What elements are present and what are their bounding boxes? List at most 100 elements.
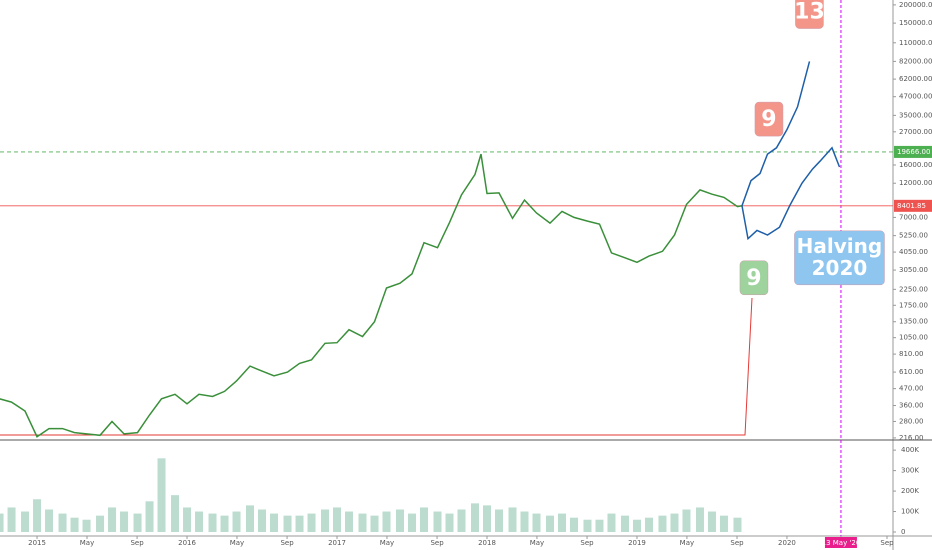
x-tick-label: Sep (130, 539, 144, 547)
annotation-text: Halving 2020 (797, 233, 883, 279)
date-badge (824, 537, 857, 548)
volume-bar (470, 503, 479, 532)
volume-bar (183, 507, 192, 532)
volume-bar (445, 513, 454, 532)
volume-bar (70, 517, 79, 532)
y-tick-label: 610.00 (899, 368, 924, 376)
y-tick-label: 110000.00 (899, 39, 932, 47)
annotation: 13 (794, 0, 825, 29)
y-tick-label: 300K (901, 467, 919, 475)
volume-bar (733, 517, 742, 532)
volume-bar (345, 511, 354, 532)
x-tick-label: 2020 (778, 539, 796, 547)
y-tick-label: 470.00 (899, 385, 924, 393)
x-tick-label: 2019 (628, 539, 646, 547)
y-tick-label: 400K (901, 446, 919, 454)
volume-bar (258, 509, 267, 532)
x-tick-label: May (380, 539, 394, 547)
volume-bar (658, 515, 667, 532)
price-label: 8401.85 (897, 202, 926, 210)
trend-line (0, 297, 753, 436)
volume-bar (719, 515, 728, 532)
volume-bar (545, 515, 554, 532)
y-tick-label: 7000.00 (899, 213, 928, 221)
y-tick-label: 0 (901, 528, 905, 536)
annotation-box (754, 101, 784, 137)
annotation-box (794, 230, 885, 286)
y-tick-label: 1750.00 (899, 301, 928, 309)
volume-bar (520, 511, 529, 532)
volume-bar (682, 509, 691, 532)
volume-bar (620, 515, 629, 532)
volume-bar (157, 458, 166, 532)
volume-bar (283, 515, 292, 532)
volume-bar (7, 507, 16, 532)
y-tick-label: 200000.00 (899, 1, 932, 9)
price-badge (894, 145, 932, 158)
volume-bar (508, 507, 517, 532)
y-tick-label: 360.00 (899, 402, 924, 410)
y-tick-label: 3050.00 (899, 266, 928, 274)
annotation-text: 9 (761, 107, 776, 132)
x-tick-label: May (530, 539, 544, 547)
volume-bar (270, 513, 279, 532)
y-tick-label: 16000.00 (899, 161, 932, 169)
x-tick-label: May (680, 539, 694, 547)
y-tick-label: 12000.00 (899, 179, 932, 187)
volume-bar (382, 511, 391, 532)
annotation-box (739, 260, 769, 296)
volume-bar (632, 519, 641, 532)
y-tick-label: 35000.00 (899, 111, 932, 119)
volume-bar (220, 515, 229, 532)
price-line-series (741, 61, 811, 207)
y-tick-label: 280.00 (899, 417, 924, 425)
volume-bar (433, 511, 442, 532)
volume-bar (595, 519, 604, 532)
volume-bar (358, 513, 367, 532)
volume-bar (133, 513, 142, 532)
volume-bar (707, 511, 716, 532)
volume-bar (295, 515, 304, 532)
volume-bar (246, 505, 255, 532)
y-tick-label: 47000.00 (899, 93, 932, 101)
volume-bar (45, 509, 54, 532)
volume-bar (108, 507, 117, 532)
volume-bar (0, 513, 4, 532)
volume-bar (644, 517, 653, 532)
y-tick-label: 27000.00 (899, 128, 932, 136)
volume-bar (232, 511, 241, 532)
volume-bar (370, 515, 379, 532)
y-tick-label: 200K (901, 487, 919, 495)
y-tick-label: 150000.00 (899, 19, 932, 27)
volume-bar (58, 513, 67, 532)
volume-bar (607, 513, 616, 532)
annotation-text: 9 (746, 266, 761, 291)
volume-bar (195, 511, 204, 532)
y-tick-label: 810.00 (899, 350, 924, 358)
volume-bar (494, 509, 503, 532)
y-tick-label: 1350.00 (899, 318, 928, 326)
volume-bar (208, 513, 217, 532)
x-tick-label: Sep (430, 539, 444, 547)
volume-bar (396, 509, 405, 532)
x-tick-label: 2015 (28, 539, 46, 547)
volume-bar (307, 513, 316, 532)
x-tick-label: May (230, 539, 244, 547)
volume-bar (333, 507, 342, 532)
y-tick-label: 100K (901, 508, 919, 516)
y-tick-label: 4050.00 (899, 248, 928, 256)
price-line-series (741, 146, 841, 241)
volume-bar (321, 509, 330, 532)
price-badge (894, 199, 932, 212)
annotation: 9 (739, 260, 769, 296)
x-tick-label: 13 May '20 (822, 539, 861, 547)
x-tick-label: Sep (580, 539, 594, 547)
volume-bar (82, 519, 91, 532)
x-tick-label: Sep (730, 539, 744, 547)
volume-bar (171, 495, 180, 532)
volume-bar (120, 511, 129, 532)
annotation: 9 (754, 101, 784, 137)
volume-bar (670, 513, 679, 532)
